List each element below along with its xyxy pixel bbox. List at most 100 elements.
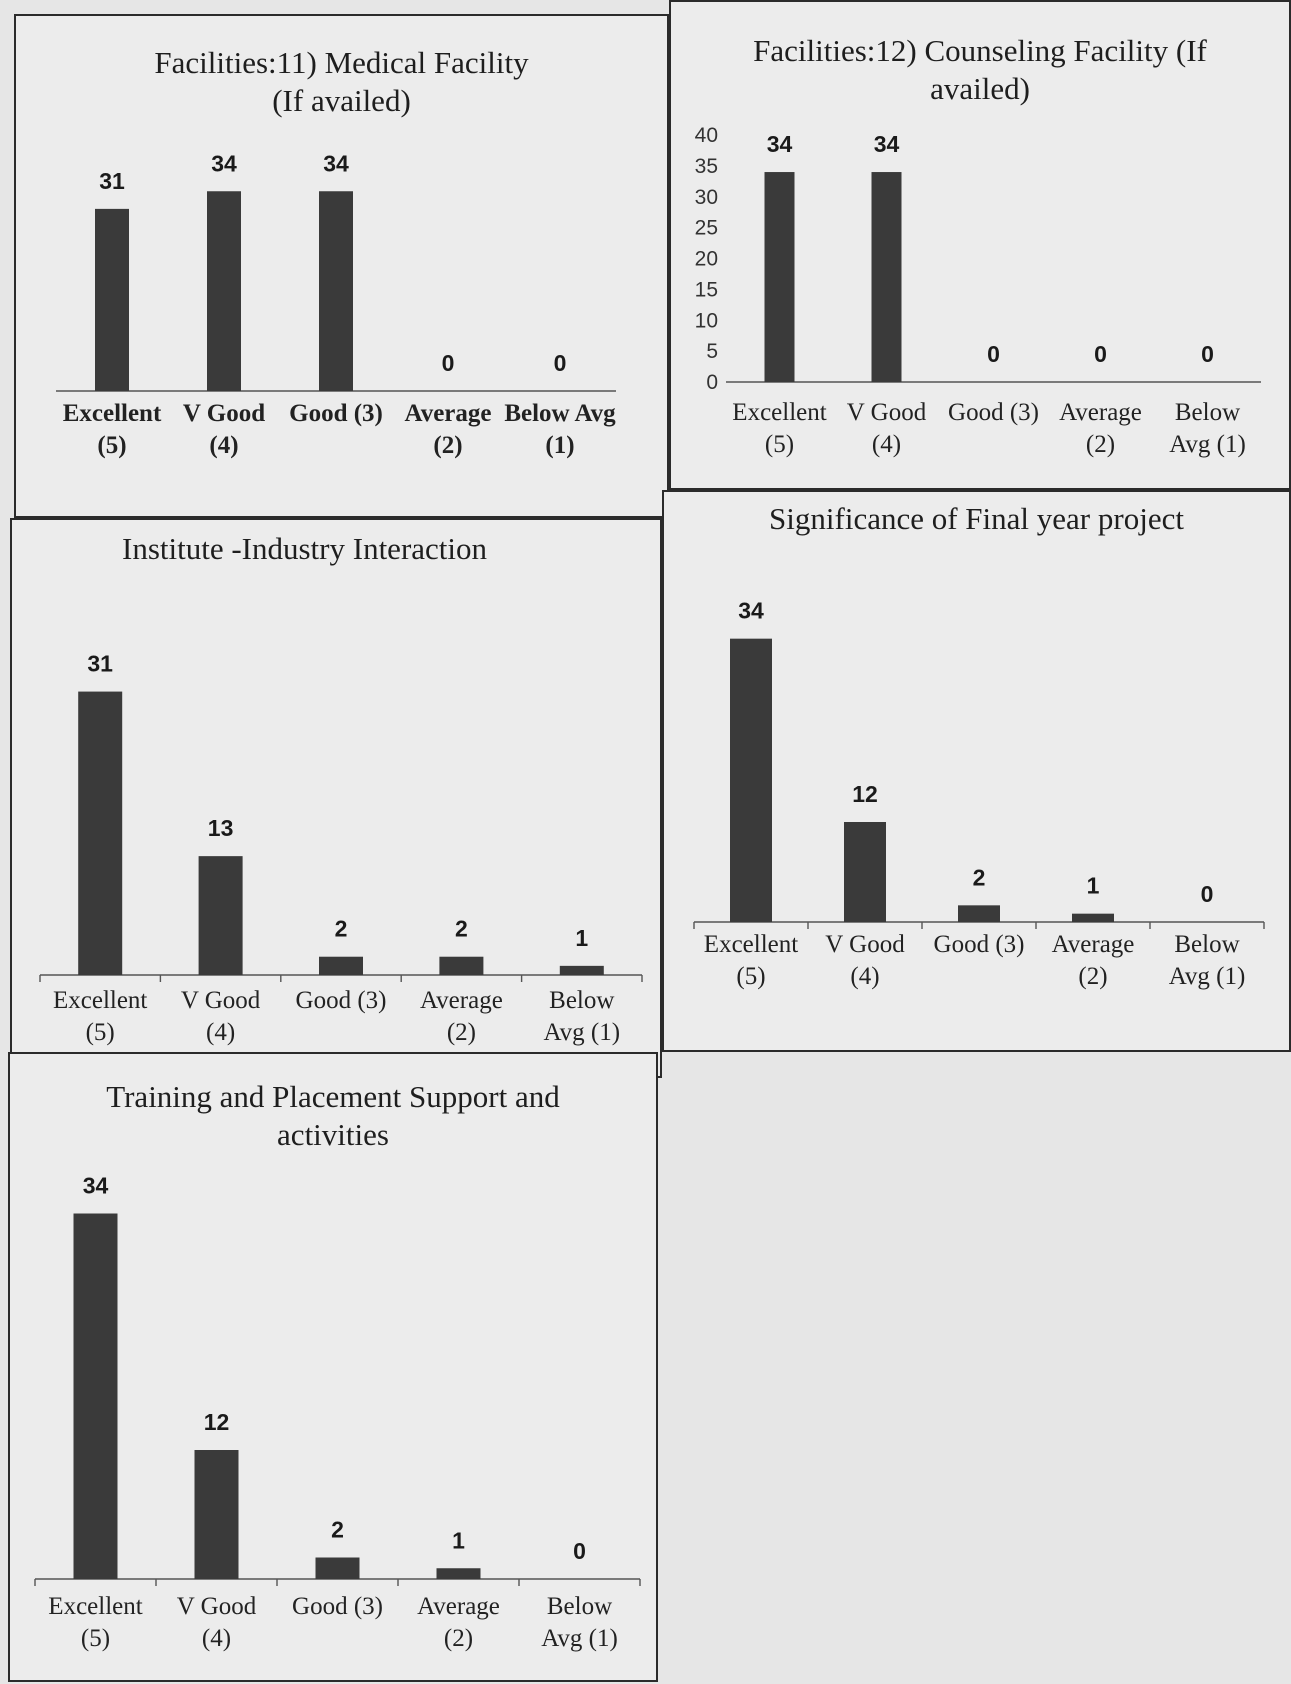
data-label: 0 [554, 350, 567, 376]
bar [319, 191, 353, 391]
x-tick-label: Excellent [63, 400, 162, 427]
bar [559, 965, 604, 975]
chart-title-line: (If availed) [272, 83, 411, 118]
chart-title-line: Institute -Industry Interaction [122, 531, 488, 566]
x-tick-label: (2) [1086, 431, 1115, 458]
data-label: 0 [1201, 341, 1214, 367]
x-tick-label: Avg (1) [541, 1625, 618, 1652]
x-tick-label: Below [549, 987, 614, 1014]
x-tick-label: Below Avg [504, 400, 616, 427]
x-tick-label: Average [405, 400, 492, 427]
data-label: 0 [442, 350, 455, 376]
chart-plot: 0 5 10 15 20 25 30 35 40 34 Excellent (5) 34 V Good (4… [695, 124, 1261, 458]
bar [730, 638, 772, 922]
bar [439, 956, 484, 975]
x-tick-label: V Good [177, 1593, 257, 1620]
x-tick-label: (1) [545, 432, 574, 459]
x-tick-label: Good (3) [292, 1593, 383, 1620]
chart-panel-placement: Training and Placement Support and activ… [8, 1052, 658, 1682]
data-label: 0 [1094, 341, 1107, 367]
x-tick-label: Excellent [732, 399, 826, 426]
chart-title: Training and Placement Support and activ… [10, 1078, 656, 1154]
x-tick-label: (4) [850, 963, 879, 990]
bar [871, 172, 902, 382]
chart-title-line: Facilities:12) Counseling Facility (If [753, 33, 1207, 68]
x-tick-label: Avg (1) [1169, 963, 1246, 990]
data-label: 2 [331, 1517, 344, 1543]
data-label: 34 [874, 131, 900, 157]
chart-title-line: availed) [930, 71, 1030, 106]
bar [73, 1213, 118, 1579]
x-tick-label: Excellent [48, 1593, 142, 1620]
x-tick-label: (5) [81, 1625, 110, 1652]
x-tick-label: (2) [433, 432, 462, 459]
bar [194, 1450, 239, 1579]
chart-plot: 34 Excellent (5) 12 V Good (4) 2 Good (3) 1 Avera… [693, 598, 1265, 990]
chart-plot: 31 Excellent (5) 34 V Good (4) 34 Good (3) 0 Aver… [56, 150, 616, 459]
x-tick-label: (4) [209, 432, 238, 459]
data-label: 31 [99, 168, 125, 194]
y-tick-label: 25 [695, 217, 718, 240]
data-label: 1 [1087, 873, 1100, 899]
chart-panel-project: Significance of Final year project 34 Exc… [662, 490, 1291, 1052]
x-tick-label: V Good [181, 987, 261, 1014]
bar [1072, 913, 1114, 922]
data-label: 34 [767, 131, 793, 157]
data-label: 0 [1201, 881, 1214, 907]
y-tick-label: 35 [695, 155, 718, 178]
x-tick-label: Excellent [53, 987, 147, 1014]
x-tick-label: Avg (1) [543, 1019, 620, 1046]
chart-title: Facilities:11) Medical Facility (If avai… [16, 44, 667, 120]
chart-plot: 31 Excellent (5) 13 V Good (4) 2 Good (3) 2 Avera… [39, 651, 643, 1046]
chart-title-line: Training and Placement Support and [106, 1079, 560, 1114]
data-label: 0 [573, 1538, 586, 1564]
chart-plot: 34 Excellent (5) 12 V Good (4) 2 Good (3) 1 Avera… [34, 1173, 641, 1652]
x-tick-label: Average [1059, 399, 1142, 426]
bar [207, 191, 241, 391]
bar [95, 208, 129, 391]
y-tick-label: 30 [695, 186, 718, 209]
bar [958, 905, 1000, 922]
data-label: 34 [738, 598, 764, 624]
y-tick-label: 5 [706, 340, 718, 363]
x-tick-label: (4) [206, 1019, 235, 1046]
y-tick-label: 40 [695, 124, 718, 147]
bar [319, 956, 363, 975]
chart-title: Significance of Final year project [664, 500, 1289, 538]
x-tick-label: (2) [444, 1625, 473, 1652]
data-label: 1 [452, 1527, 465, 1553]
bar [764, 172, 795, 382]
chart-title-line: Significance of Final year project [769, 501, 1184, 536]
bar [78, 691, 123, 975]
x-tick-label: (5) [97, 432, 126, 459]
x-tick-label: Good (3) [934, 931, 1025, 958]
bar [198, 856, 243, 975]
x-tick-label: V Good [183, 400, 265, 427]
data-label: 13 [208, 815, 234, 841]
chart-panel-medical: Facilities:11) Medical Facility (If avai… [14, 14, 669, 518]
data-label: 0 [987, 341, 1000, 367]
x-tick-label: (5) [765, 431, 794, 458]
x-tick-label: (4) [872, 431, 901, 458]
x-tick-label: Good (3) [948, 399, 1039, 426]
data-label: 2 [973, 864, 986, 890]
chart-title-line: Facilities:11) Medical Facility [154, 45, 529, 80]
chart-title: Facilities:12) Counseling Facility (If a… [671, 32, 1289, 108]
chart-title-line: activities [277, 1117, 389, 1152]
chart-panel-counseling: Facilities:12) Counseling Facility (If a… [669, 0, 1291, 490]
x-tick-label: (5) [86, 1019, 115, 1046]
x-tick-label: Average [420, 987, 503, 1014]
y-tick-label: 10 [695, 309, 718, 332]
x-tick-label: Average [417, 1593, 500, 1620]
x-tick-label: Below [1175, 399, 1240, 426]
bar [436, 1568, 481, 1579]
data-label: 12 [852, 781, 878, 807]
bar [844, 822, 886, 922]
data-label: 34 [83, 1173, 109, 1199]
y-tick-label: 0 [706, 371, 718, 394]
bar [315, 1557, 360, 1579]
x-tick-label: V Good [825, 931, 905, 958]
data-label: 34 [211, 150, 237, 176]
x-tick-label: Below [1174, 931, 1239, 958]
data-label: 1 [575, 925, 588, 951]
